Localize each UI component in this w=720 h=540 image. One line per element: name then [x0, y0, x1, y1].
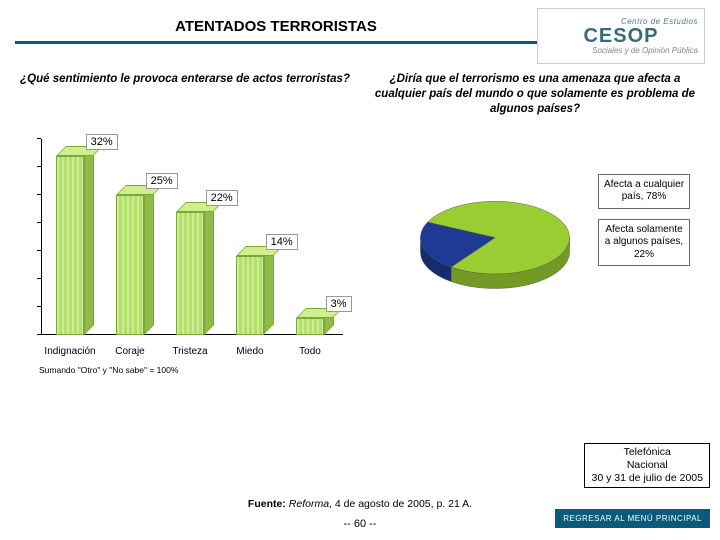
- source-label: Fuente:: [248, 498, 286, 510]
- page-title: ATENTADOS TERRORISTAS: [15, 8, 537, 41]
- bar: [236, 256, 273, 334]
- logo-bottom-text: Sociales y de Opinión Pública: [592, 46, 704, 55]
- return-menu-button[interactable]: REGRESAR AL MENÚ PRINCIPAL: [555, 509, 710, 528]
- bar-category-label: Miedo: [236, 346, 263, 357]
- bar-value-label: 14%: [266, 234, 298, 250]
- bar: [116, 195, 153, 335]
- question-left: ¿Qué sentimiento le provoca enterarse de…: [15, 72, 355, 117]
- charts-row: 32% Indignación 25% Coraje 22% Tristeza 14% Mie…: [0, 117, 720, 375]
- header: ATENTADOS TERRORISTAS Centro de Estudios…: [0, 0, 720, 64]
- question-right: ¿Diría que el terrorismo es una amenaza …: [365, 72, 705, 117]
- questions-row: ¿Qué sentimiento le provoca enterarse de…: [0, 64, 720, 117]
- bar-chart-note: Sumando "Otro" y "No sabe" = 100%: [15, 363, 355, 375]
- pie-legend-item-0: Afecta a cualquier país, 78%: [598, 174, 690, 209]
- header-rule: [15, 41, 537, 44]
- bar-category-label: Tristeza: [172, 346, 207, 357]
- bar-value-label: 25%: [146, 173, 178, 189]
- bar-category-label: Todo: [299, 346, 321, 357]
- bar-category-label: Coraje: [115, 346, 144, 357]
- bar-chart: 32% Indignación 25% Coraje 22% Tristeza 14% Mie…: [15, 123, 355, 375]
- logo-main-text: CESOP: [583, 26, 658, 46]
- cesop-logo: Centro de Estudios CESOP Sociales y de O…: [537, 8, 705, 64]
- survey-info-line: Nacional: [591, 459, 703, 472]
- bar-value-label: 22%: [206, 190, 238, 206]
- bar-value-label: 32%: [86, 134, 118, 150]
- source-rest: , 4 de agosto de 2005, p. 21 A.: [329, 498, 472, 510]
- pie-chart: Afecta a cualquier país, 78% Afecta sola…: [365, 123, 705, 375]
- source-name: Reforma: [289, 498, 329, 510]
- pie-legend-item-1: Afecta solamente a algunos países, 22%: [598, 219, 690, 267]
- survey-info-box: Telefónica Nacional 30 y 31 de julio de …: [584, 443, 710, 488]
- bar: [56, 156, 93, 335]
- survey-info-line: 30 y 31 de julio de 2005: [591, 472, 703, 485]
- pie-legend: Afecta a cualquier país, 78% Afecta sola…: [598, 174, 690, 277]
- bar: [176, 212, 213, 335]
- bar: [296, 318, 333, 335]
- bar-value-label: 3%: [326, 296, 352, 312]
- bar-category-label: Indignación: [44, 346, 95, 357]
- survey-info-line: Telefónica: [591, 446, 703, 459]
